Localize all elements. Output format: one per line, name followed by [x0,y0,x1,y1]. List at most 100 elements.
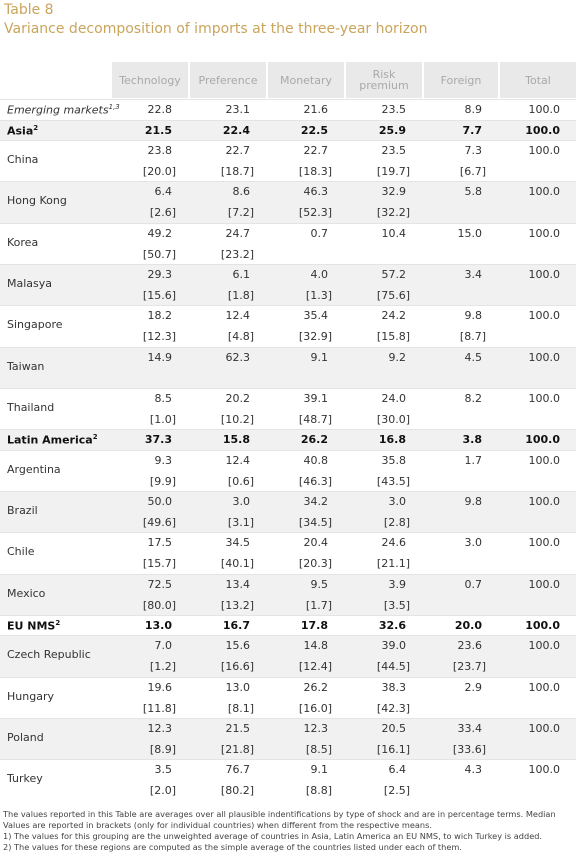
row-name-text: Argentina [7,462,61,476]
row-name-text: China [7,153,39,166]
row-name: Czech Republic [7,648,91,661]
mean-value: 32.9 [381,185,407,199]
mean-value: 100.0 [528,226,561,240]
mean-value: 25.9 [378,123,406,137]
mean-value: 13.0 [225,680,251,694]
mean-value: 24.6 [381,536,407,550]
mean-value: 20.0 [454,618,482,632]
mean-value: 100.0 [525,123,560,137]
mean-value: 15.0 [457,226,483,240]
mean-value: 20.5 [381,721,407,735]
row-name: Argentina [7,463,61,476]
median-value: [1.2] [149,660,176,674]
median-value: [8.8] [305,784,332,798]
median-value: [43.5] [376,474,410,488]
median-value: [18.7] [220,165,254,178]
median-value: [4.8] [227,330,254,344]
mean-value: 100.0 [528,350,561,364]
mean-value: 16.8 [378,433,406,447]
median-value: [2.8] [383,515,410,529]
mean-value: 23.1 [225,103,251,116]
footnote-mark: 2 [33,123,39,132]
row-name: Asia2 [7,124,38,138]
row-name-text: Korea [7,235,39,249]
row-name: Brazil [7,504,38,517]
mean-value: 22.4 [222,123,250,137]
median-value: [75.6] [376,288,410,302]
mean-value: 12.4 [225,453,251,467]
mean-value: 20.2 [225,391,251,405]
table-row: Asia2 21.5 22.4 22.5 25.9 7.7 100.0 [0,119,576,140]
mean-value: 35.4 [303,309,329,323]
mean-value: 4.3 [464,763,483,777]
row-name: Turkey [7,772,43,785]
mean-value: 0.7 [464,577,483,591]
mean-value: 8.9 [464,103,483,116]
mean-value: 21.6 [303,103,329,116]
mean-value: 33.4 [457,721,483,735]
row-name-text: Taiwan [7,359,45,373]
median-value: [19.7] [376,165,410,178]
mean-value: 3.5 [154,763,173,777]
mean-value: 34.5 [225,536,251,550]
note: The values reported in this Table are av… [3,809,556,830]
row-name-text: Czech Republic [7,648,91,662]
table-row: EU NMS2 13.0 16.7 17.8 32.6 20.0 100.0 [0,614,576,636]
median-value: [34.5] [298,515,332,529]
mean-value: 46.3 [303,185,329,199]
mean-value: 9.8 [464,309,483,323]
median-value: [12.3] [142,330,176,344]
row-name: Malasya [7,277,52,290]
mean-value: 100.0 [528,721,561,735]
mean-value: 6.4 [154,185,173,199]
table-row: Latin America2 37.3 15.8 26.2 16.8 3.8 100.0 [0,429,576,450]
median-value: [21.8] [220,742,254,756]
row-name: EU NMS2 [7,619,60,633]
mean-value: 100.0 [528,185,561,199]
median-value: [16.6] [220,660,254,674]
mean-value: 8.5 [154,391,173,405]
row-name-text: Thailand [7,400,55,414]
median-value: [42.3] [376,701,410,715]
median-value: [32.9] [298,330,332,344]
mean-value: 100.0 [525,618,560,632]
mean-value: 14.9 [147,350,173,364]
mean-value: 100.0 [528,309,561,323]
mean-value: 22.5 [300,123,328,137]
mean-value: 12.3 [147,721,173,735]
median-value: [80.2] [220,784,254,798]
median-value: [10.2] [220,412,254,426]
table-row: Brazil 50.0 3.0 34.2 3.0 9.8 100.0 [49.6] [3.1] [… [0,490,576,533]
median-value: [2.5] [383,784,410,798]
mean-value: 29.3 [147,267,173,281]
row-name: Latin America2 [7,433,98,447]
row-name-text: EU NMS [7,619,56,633]
row-name: Korea [7,236,38,249]
table-row: Argentina 9.3 12.4 40.8 35.8 1.7 100.0 [9.9] [0.… [0,449,576,491]
median-value: [8.7] [459,330,486,344]
mean-value: 15.6 [225,639,251,653]
mean-value: 3.9 [388,577,407,591]
median-value: [52.3] [298,206,332,220]
column-header: Total [500,62,576,98]
table-row: Emerging markets1,3 22.8 23.1 21.6 23.5 8.9 10… [0,99,576,120]
row-name: Hungary [7,690,54,703]
mean-value: 38.3 [381,680,407,694]
mean-value: 34.2 [303,494,329,508]
row-name-text: Poland [7,730,44,744]
mean-value: 100.0 [528,391,561,405]
table-row: Hong Kong 6.4 8.6 46.3 32.9 5.8 100.0 [2.6] [7.2… [0,181,576,223]
mean-value: 100.0 [528,680,561,694]
median-value: [16.0] [298,701,332,715]
row-name-text: Mexico [7,586,46,600]
mean-value: 3.0 [464,536,483,550]
median-value: [0.6] [227,474,254,488]
median-value: [20.0] [142,165,176,178]
median-value: [6.7] [459,165,486,178]
median-value: [9.9] [149,474,176,488]
median-value: [40.1] [220,557,254,571]
median-value: [2.0] [149,784,176,798]
mean-value: 35.8 [381,453,407,467]
mean-value: 100.0 [528,577,561,591]
median-value: [13.2] [220,598,254,612]
